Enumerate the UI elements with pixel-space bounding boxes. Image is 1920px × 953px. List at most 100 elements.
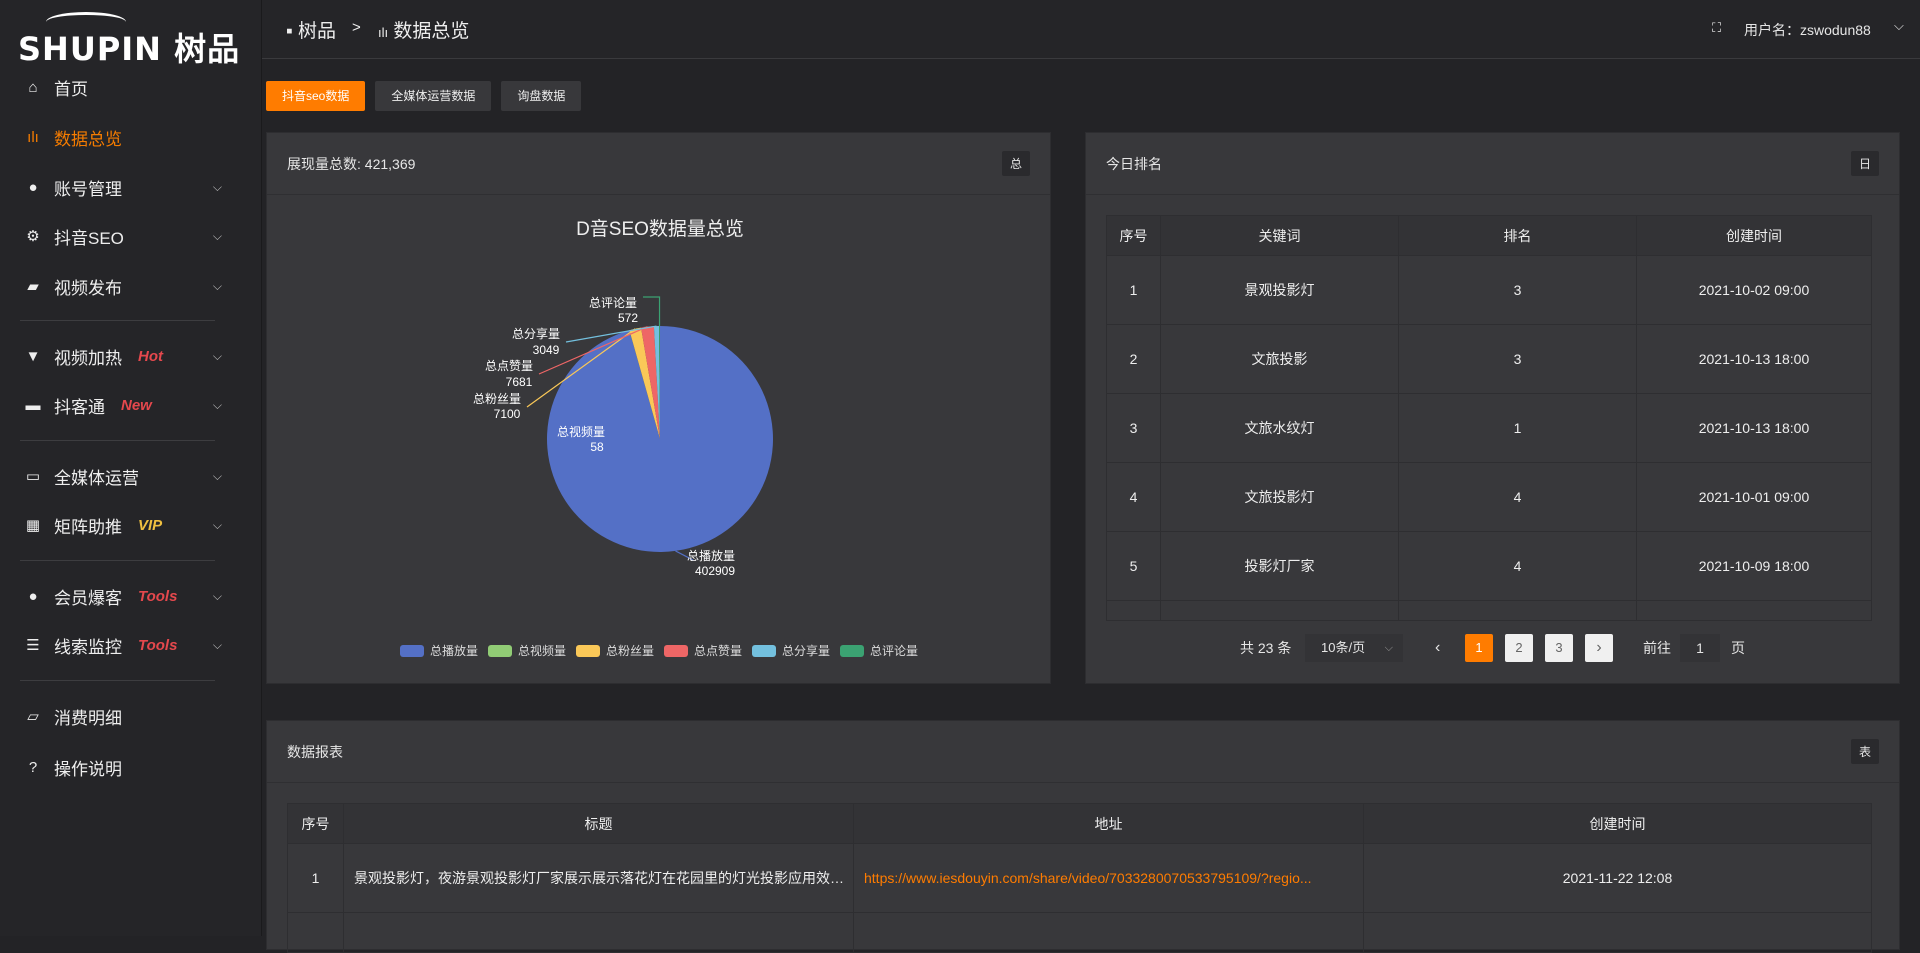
column-header[interactable]: 关键词 [1160, 215, 1399, 256]
table-row[interactable]: 1 景观投影灯 3 2021-10-02 09:00 [1106, 255, 1872, 325]
table-cell: 4 [1106, 462, 1161, 532]
user-icon: ● [28, 178, 38, 196]
tab-inquiry[interactable]: 询盘数据 [501, 81, 582, 111]
slice-label-name: 总播放量 [687, 548, 735, 563]
table-row[interactable]: 3 文旅水纹灯 1 2021-10-13 18:00 [1106, 393, 1872, 463]
breadcrumb-separator: > [352, 19, 361, 36]
table-cell: 文旅投影灯 [1160, 462, 1399, 532]
legend-swatch[interactable] [664, 645, 688, 657]
label-line [526, 328, 636, 408]
next-page-button[interactable]: › [1585, 634, 1613, 662]
table-row-partial [287, 912, 1872, 953]
chevron-down-icon: ⌵ [212, 179, 222, 194]
table-row[interactable]: 5 投影灯厂家 4 2021-10-09 18:00 [1106, 531, 1872, 601]
sidebar-item-2[interactable]: ● 账号管理 ⌵ [0, 164, 262, 210]
label-line [538, 326, 648, 375]
sidebar-item-label: 线索监控 [54, 637, 122, 657]
sidebar-item-8[interactable]: ▦ 矩阵助推 VIP ⌵ [0, 502, 262, 548]
prev-page-button[interactable]: ‹ [1435, 639, 1441, 656]
table-cell: 5 [1106, 531, 1161, 601]
table-row[interactable]: 4 文旅投影灯 4 2021-10-01 09:00 [1106, 462, 1872, 532]
bar-chart-icon: ılı [27, 128, 39, 146]
goto-label: 前往 [1643, 640, 1671, 656]
pie-slice-2[interactable] [629, 327, 660, 439]
pie-slice-3[interactable] [641, 326, 660, 439]
sidebar-item-0[interactable]: ⌂ 首页 [0, 64, 262, 110]
column-header[interactable]: 标题 [343, 803, 854, 844]
chart-title: D音SEO数据量总览 [576, 218, 744, 240]
top-bar: ▪ 树品 > ılı 数据总览 ⛶ 用户名：zswodun88 ⌵ [262, 0, 1920, 59]
table-cell: 2021-10-01 09:00 [1636, 462, 1872, 532]
monitor-icon: ▭ [25, 468, 41, 485]
legend-swatch[interactable] [400, 645, 424, 657]
sidebar-item-1[interactable]: ılı 数据总览 [0, 114, 262, 160]
summary-tag[interactable]: 总 [1001, 151, 1030, 176]
table-cell: 1 [287, 843, 344, 913]
sidebar-item-3[interactable]: ⚙ 抖音SEO ⌵ [0, 213, 262, 259]
report-title: 数据报表 [287, 743, 343, 760]
sidebar-item-label: 全媒体运营 [54, 468, 139, 488]
sidebar-item-9[interactable]: ● 会员爆客 Tools ⌵ [0, 573, 262, 619]
breadcrumb-home[interactable]: ▪ 树品 [286, 21, 337, 42]
legend-label[interactable]: 总视频量 [518, 643, 566, 658]
help-icon: ? [28, 758, 38, 776]
legend-label[interactable]: 总评论量 [870, 644, 918, 658]
sidebar-divider [20, 560, 215, 561]
page-2-button[interactable]: 2 [1505, 634, 1533, 662]
sidebar-divider [20, 320, 215, 321]
ranking-card: 今日排名日 序号 关键词 排名 创建时间 1 景观投影灯 3 2021-10-02 09:00… [1085, 132, 1900, 684]
sidebar-item-12[interactable]: ? 操作说明 [0, 744, 262, 790]
column-header[interactable]: 序号 [1106, 215, 1161, 256]
legend-label[interactable]: 总分享量 [782, 643, 830, 658]
sidebar-item-5[interactable]: ▼ 视频加热 Hot ⌵ [0, 333, 262, 379]
sidebar-item-4[interactable]: ▰ 视频发布 ⌵ [0, 263, 262, 309]
legend-label[interactable]: 总点赞量 [694, 644, 742, 658]
table-cell: 文旅投影 [1160, 324, 1399, 394]
fullscreen-icon[interactable]: ⛶ [1712, 20, 1722, 35]
chevron-down-icon[interactable]: ⌵ [1894, 18, 1904, 33]
sidebar-item-label: 首页 [54, 79, 88, 99]
slice-label-name: 总评论量 [589, 296, 637, 310]
tab-douyin-seo[interactable]: 抖音seo数据 [266, 81, 366, 111]
label-line [675, 550, 694, 561]
chevron-down-icon: ⌵ [212, 348, 222, 363]
legend-swatch[interactable] [488, 645, 512, 657]
column-header[interactable]: 序号 [287, 803, 344, 844]
goto-page-input[interactable]: 1 [1680, 634, 1720, 662]
sidebar-item-10[interactable]: ☰ 线索监控 Tools ⌵ [0, 622, 262, 668]
camera-icon: ▰ [27, 278, 39, 295]
report-tag[interactable]: 表 [1850, 739, 1879, 764]
table-row[interactable]: 2 文旅投影 3 2021-10-13 18:00 [1106, 324, 1872, 394]
column-header[interactable]: 排名 [1398, 215, 1637, 256]
pie-slice-1[interactable] [629, 330, 660, 439]
column-header[interactable]: 创建时间 [1363, 803, 1872, 844]
table-row[interactable]: 1 景观投影灯，夜游景观投影灯厂家展示展示落花灯在花园里的灯光投影应用效果 # ht… [287, 843, 1872, 913]
legend-label[interactable]: 总播放量 [430, 643, 478, 658]
legend-label[interactable]: 总粉丝量 [606, 644, 654, 658]
table-cell[interactable]: https://www.iesdouyin.com/share/video/70… [853, 843, 1364, 913]
sidebar-item-6[interactable]: ▬ 抖客通 New ⌵ [0, 382, 262, 428]
page-3-button[interactable]: 3 [1545, 634, 1573, 662]
table-cell: 2021-10-13 18:00 [1636, 324, 1872, 394]
ranking-tag[interactable]: 日 [1850, 151, 1879, 176]
table-cell: 4 [1398, 462, 1637, 532]
legend-swatch[interactable] [752, 645, 776, 657]
sidebar-item-7[interactable]: ▭ 全媒体运营 ⌵ [0, 453, 262, 499]
chevron-down-icon: ⌵ [212, 468, 222, 483]
pie-slice-4[interactable] [653, 326, 660, 439]
legend-swatch[interactable] [840, 645, 864, 657]
chevron-down-icon: ⌵ [212, 278, 222, 293]
logo[interactable]: SHUPIN 树品 [18, 12, 239, 68]
sidebar-item-11[interactable]: ▱ 消费明细 [0, 693, 262, 739]
slice-label-value: 402909 [695, 564, 735, 578]
legend-swatch[interactable] [576, 645, 600, 657]
user-menu[interactable]: 用户名：zswodun88 [1744, 22, 1871, 38]
column-header[interactable]: 地址 [853, 803, 1364, 844]
tab-all-media[interactable]: 全媒体运营数据 [375, 81, 492, 111]
label-line [565, 325, 657, 343]
column-header[interactable]: 创建时间 [1636, 215, 1872, 256]
sidebar-badge: Tools [138, 636, 178, 654]
page-size-select[interactable]: 10条/页 ⌵ [1305, 634, 1403, 662]
page-1-button[interactable]: 1 [1465, 634, 1493, 662]
sliders-icon: ☰ [26, 637, 40, 654]
